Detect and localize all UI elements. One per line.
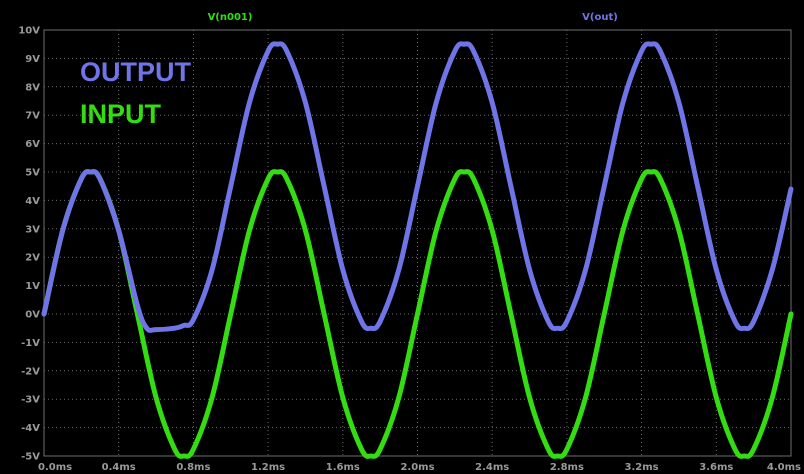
y-tick-label: -3V — [21, 395, 40, 406]
x-tick-label: 1.2ms — [251, 462, 285, 473]
y-tick-label: 6V — [25, 139, 40, 150]
y-tick-label: 3V — [25, 224, 40, 235]
trace-name-label[interactable]: V(n001) — [208, 12, 253, 23]
annotation-input: INPUT — [80, 99, 162, 129]
x-tick-label: 2.4ms — [475, 462, 509, 473]
x-tick-label: 2.0ms — [400, 462, 434, 473]
annotation-output: OUTPUT — [80, 57, 192, 87]
y-tick-label: 10V — [18, 26, 40, 37]
y-tick-label: 0V — [25, 310, 40, 321]
y-tick-label: -4V — [21, 423, 40, 434]
y-tick-label: 9V — [25, 54, 40, 65]
y-tick-label: 4V — [25, 196, 40, 207]
x-tick-label: 3.2ms — [625, 462, 659, 473]
y-tick-label: 7V — [25, 111, 40, 122]
y-tick-label: 1V — [25, 281, 40, 292]
traces — [41, 41, 794, 459]
grid — [43, 29, 792, 457]
x-axis-ticks: 0.0ms 0.4ms 0.8ms 1.2ms 1.6ms 2.0ms 2.4ms 2.8ms… — [38, 462, 801, 473]
y-tick-label: -5V — [21, 452, 40, 463]
y-tick-label: 8V — [25, 82, 40, 93]
series-line-output — [41, 41, 794, 333]
y-tick-label: 2V — [25, 253, 40, 264]
y-tick-label: 5V — [25, 168, 40, 179]
y-tick-label: -2V — [21, 366, 40, 377]
x-tick-label: 0.0ms — [38, 462, 72, 473]
x-tick-label: 0.8ms — [176, 462, 210, 473]
x-tick-label: 2.8ms — [550, 462, 584, 473]
trace-labels[interactable]: V(n001) V(out) — [208, 12, 618, 23]
x-tick-label: 4.0ms — [767, 462, 801, 473]
annotations: OUTPUT INPUT — [80, 57, 192, 129]
x-tick-label: 1.6ms — [326, 462, 360, 473]
x-tick-label: 0.4ms — [102, 462, 136, 473]
x-tick-label: 3.6ms — [699, 462, 733, 473]
y-axis-ticks: 10V 9V 8V 7V 6V 5V 4V 3V 2V 1V 0V -1V -2V -3V -4V -5V — [18, 26, 40, 463]
y-tick-label: -1V — [21, 338, 40, 349]
series-line-input — [41, 169, 794, 459]
trace-name-label[interactable]: V(out) — [582, 12, 618, 23]
